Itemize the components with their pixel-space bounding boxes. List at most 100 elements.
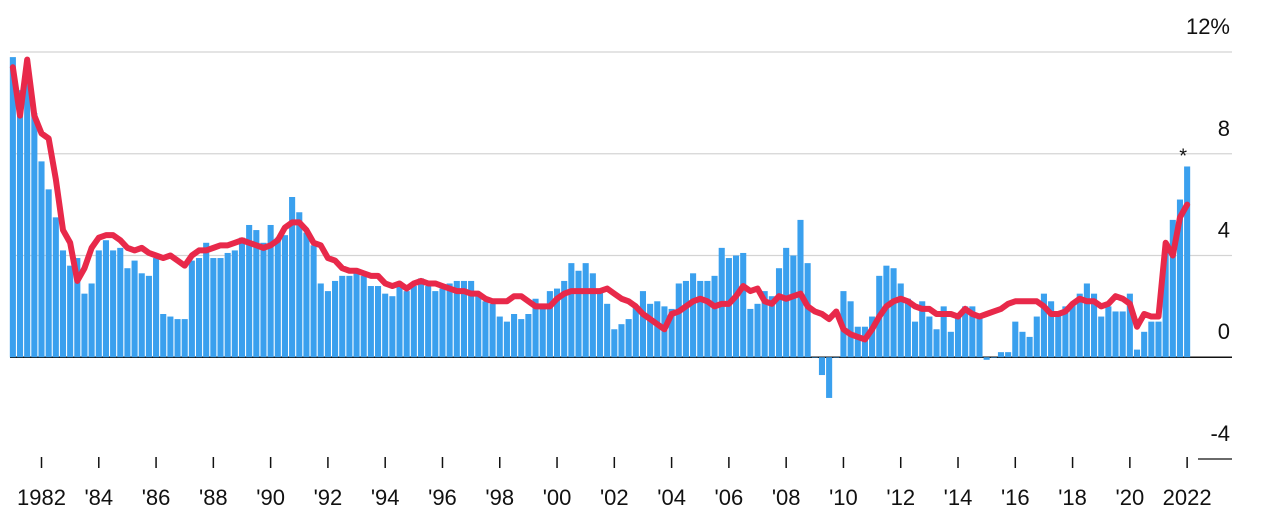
bar [1119, 311, 1126, 358]
bar [826, 357, 833, 398]
x-tick-label: '96 [428, 485, 457, 510]
bar [611, 329, 618, 358]
bar [360, 275, 367, 358]
bar [1126, 293, 1133, 358]
bar [346, 275, 353, 358]
bar [81, 293, 88, 358]
bar [460, 280, 467, 358]
bar [561, 280, 568, 358]
bar [110, 250, 117, 358]
x-tick-label: 1982 [17, 485, 66, 510]
bar [339, 275, 346, 358]
bar [797, 219, 804, 358]
bar [604, 303, 611, 358]
x-tick-label: '08 [772, 485, 801, 510]
bar [203, 242, 210, 358]
bar [1091, 293, 1098, 358]
bar [596, 288, 604, 358]
x-tick-label: '84 [84, 485, 113, 510]
bar [246, 224, 253, 358]
bar [818, 357, 826, 376]
bar [768, 296, 775, 358]
bar [153, 258, 160, 358]
bar [847, 301, 854, 358]
x-tick-label: '16 [1001, 485, 1030, 510]
bar [281, 235, 288, 358]
bar [682, 280, 689, 358]
x-tick-label: '02 [600, 485, 629, 510]
bar [1169, 219, 1176, 358]
bar [926, 316, 933, 358]
bar [181, 319, 188, 358]
bar [697, 280, 704, 358]
bar [231, 250, 238, 358]
bar [317, 283, 324, 358]
bar [138, 273, 145, 358]
bar [374, 286, 382, 358]
bar [747, 308, 754, 358]
x-tick-label: 2022 [1163, 485, 1212, 510]
x-tick-label: '18 [1058, 485, 1087, 510]
bar [997, 352, 1005, 358]
bar [432, 291, 439, 358]
bar [912, 321, 919, 358]
x-tick-label: '00 [543, 485, 572, 510]
bar [403, 291, 410, 358]
bar [725, 258, 732, 358]
bar [1141, 331, 1148, 358]
bar [496, 316, 503, 358]
bar [453, 280, 460, 358]
bar [525, 314, 532, 358]
bar [274, 237, 281, 358]
x-tick-label: '10 [829, 485, 858, 510]
bar [582, 263, 589, 358]
bar [74, 258, 81, 358]
bar [919, 301, 926, 358]
bar [754, 303, 761, 358]
bar [711, 275, 718, 358]
bar [833, 357, 840, 358]
x-tick-label: '04 [657, 485, 686, 510]
x-tick-label: '90 [256, 485, 285, 510]
bar [45, 189, 52, 358]
bar [260, 242, 267, 358]
bar [976, 314, 983, 358]
bar [854, 326, 861, 358]
bar [95, 250, 102, 358]
bar [897, 283, 904, 358]
bar [1184, 166, 1191, 358]
bar [1176, 199, 1184, 358]
bar [1005, 352, 1012, 358]
bar [102, 240, 109, 358]
bar [475, 293, 482, 358]
bar [546, 291, 553, 358]
bar [310, 245, 317, 358]
bar [59, 250, 67, 358]
bar [425, 286, 432, 358]
bar [174, 319, 181, 358]
bar [303, 232, 310, 358]
bar [31, 113, 38, 358]
bar [811, 357, 818, 358]
bar [489, 303, 496, 358]
bar [940, 306, 947, 358]
bar [1033, 316, 1040, 358]
bar [668, 308, 675, 358]
bar [382, 293, 389, 358]
bar [890, 268, 897, 358]
bar [396, 286, 403, 358]
bar [740, 252, 747, 358]
bar [983, 357, 990, 360]
bar [783, 247, 790, 358]
bar [16, 90, 24, 358]
bar [1105, 306, 1112, 358]
bar [654, 301, 661, 358]
bar [904, 298, 911, 358]
bar [639, 291, 647, 358]
bar [253, 230, 260, 358]
bar [289, 196, 296, 358]
bar [417, 278, 425, 358]
bar [296, 212, 303, 358]
bar [511, 314, 518, 358]
